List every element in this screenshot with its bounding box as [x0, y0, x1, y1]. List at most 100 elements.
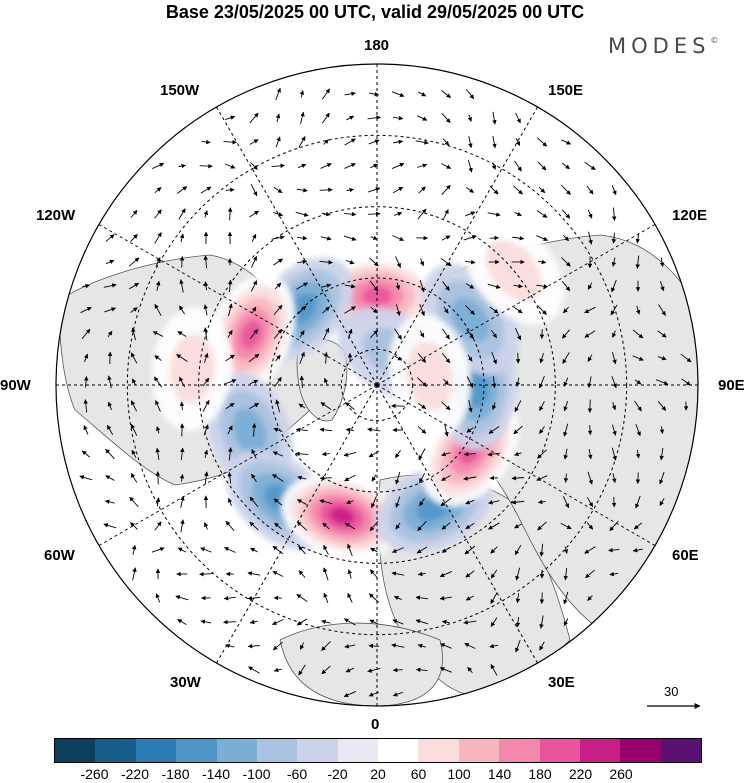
wind-arrow: [151, 547, 165, 553]
wind-arrow: [393, 355, 403, 361]
wind-arrow: [611, 447, 617, 461]
wind-arrow: [299, 90, 305, 98]
latitude-circle: [269, 277, 485, 493]
wind-arrow: [296, 618, 308, 626]
wind-arrow: [371, 474, 377, 482]
wind-arrow: [392, 619, 404, 625]
wind-arrow: [392, 186, 404, 194]
wind-arrow: [561, 280, 571, 292]
wind-arrow: [611, 424, 617, 436]
wind-arrow: [584, 306, 596, 314]
wind-arrow: [465, 305, 475, 315]
wind-arrow: [344, 284, 356, 289]
latitude-circle: [340, 348, 414, 422]
wind-arrow: [273, 186, 283, 194]
colorbar-tick-label: 60: [410, 766, 427, 782]
wind-arrow: [513, 283, 523, 289]
wind-arrow: [152, 163, 165, 169]
wind-arrow: [154, 186, 162, 194]
wind-arrow: [154, 303, 162, 316]
wind-arrow: [321, 641, 331, 651]
wind-arrow: [655, 379, 669, 385]
wind-arrow: [609, 571, 619, 577]
wind-arrow: [391, 162, 405, 169]
wind-arrow: [200, 619, 212, 625]
wind-arrow: [514, 160, 522, 172]
wind-arrow: [491, 329, 497, 339]
wind-arrow: [417, 163, 428, 168]
wind-arrow: [321, 619, 331, 625]
wind-arrow: [128, 257, 140, 267]
wind-arrow: [659, 471, 665, 485]
wind-arrow: [225, 520, 235, 532]
wind-arrow: [273, 258, 283, 266]
wind-arrow: [275, 136, 281, 148]
wind-arrow: [203, 449, 209, 459]
wind-arrow: [250, 280, 258, 292]
wind-arrow: [416, 115, 428, 121]
wind-arrow: [199, 163, 213, 169]
wind-arrow: [419, 473, 425, 483]
wind-arrow: [275, 399, 280, 413]
wind-arrow: [223, 619, 237, 625]
colorbar-tick-label: 180: [528, 766, 552, 782]
wind-arrow: [417, 208, 427, 220]
wind-arrow: [490, 664, 498, 676]
wind-arrow: [322, 112, 330, 124]
wind-arrow: [657, 401, 667, 411]
wind-arrow: [611, 257, 617, 267]
wind-arrow: [417, 426, 427, 434]
wind-arrow: [295, 211, 309, 217]
colorbar-tick-label: -180: [161, 766, 190, 782]
wind-arrow: [131, 544, 137, 555]
wind-arrow: [297, 475, 307, 481]
wind-arrow: [154, 521, 162, 531]
wind-arrow: [563, 591, 569, 605]
wind-arrow: [561, 329, 571, 339]
graticule: [56, 64, 698, 706]
colorbar-swatch-7: [337, 739, 378, 762]
wind-arrow: [392, 691, 403, 697]
wind-arrow: [441, 522, 451, 530]
wind-arrow: [203, 424, 209, 436]
wind-arrow: [391, 547, 404, 553]
wind-arrow: [298, 136, 306, 148]
wind-arrow: [417, 521, 427, 532]
lon-label-180: 180: [364, 37, 390, 54]
wind-arrow: [418, 186, 426, 194]
wind-arrow: [513, 306, 523, 314]
wind-arrow: [610, 304, 618, 316]
wind-arrow: [539, 352, 544, 364]
wind-arrow: [537, 305, 547, 315]
wind-arrow: [321, 451, 330, 457]
wind-arrow: [539, 329, 545, 340]
wind-arrow: [465, 570, 475, 578]
wind-arrow: [343, 451, 357, 457]
wind-arrow: [83, 399, 88, 413]
wind-arrow: [225, 402, 235, 410]
wind-arrow: [367, 668, 381, 673]
wind-arrow: [320, 402, 332, 410]
wind-arrow: [81, 328, 91, 340]
wind-arrow: [492, 135, 497, 149]
colorbar-swatch-11: [499, 739, 540, 762]
wind-arrow: [298, 570, 306, 578]
anomaly-centre-12: [152, 306, 233, 431]
wind-arrow: [154, 209, 162, 219]
wind-arrow: [346, 115, 355, 121]
wind-arrow: [441, 619, 450, 625]
wind-arrow: [323, 139, 329, 145]
wind-arrow: [130, 423, 138, 436]
wind-arrow: [224, 163, 236, 169]
wind-arrow: [563, 306, 569, 314]
wind-arrow: [563, 567, 569, 581]
wind-arrow: [536, 210, 548, 218]
wind-arrow: [227, 207, 233, 221]
wind-arrow: [539, 592, 545, 604]
wind-arrow: [345, 427, 354, 433]
wind-arrow: [632, 329, 644, 339]
wind-arrow: [105, 234, 115, 242]
wind-vectors: [79, 87, 692, 697]
wind-arrow: [227, 329, 233, 338]
wind-arrow: [227, 497, 233, 506]
